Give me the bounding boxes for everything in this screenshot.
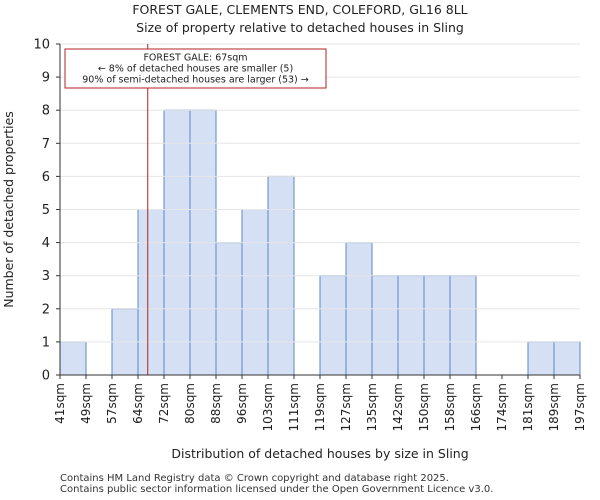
x-tick-label: 135sqm [365, 383, 379, 431]
y-tick-label: 1 [42, 335, 50, 350]
x-tick-label: 80sqm [183, 383, 197, 424]
x-tick-label: 197sqm [573, 383, 587, 431]
x-tick-label: 174sqm [495, 383, 509, 431]
x-tick-label: 181sqm [521, 383, 535, 431]
x-tick-label: 142sqm [391, 383, 405, 431]
x-tick-label: 119sqm [313, 383, 327, 431]
x-tick-label: 111sqm [287, 383, 301, 431]
x-tick-label: 127sqm [339, 383, 353, 431]
y-axis-title: Number of detached properties [1, 111, 16, 308]
y-tick-label: 10 [33, 38, 50, 53]
x-tick-label: 49sqm [79, 383, 93, 424]
chart-subtitle: Size of property relative to detached ho… [136, 20, 464, 35]
y-tick-label: 8 [42, 104, 50, 119]
annotation-line: FOREST GALE: 67sqm [143, 53, 247, 64]
y-tick-label: 3 [42, 269, 50, 284]
x-tick-label: 57sqm [105, 383, 119, 424]
chart-title: FOREST GALE, CLEMENTS END, COLEFORD, GL1… [132, 2, 468, 17]
histogram-bar [59, 341, 87, 376]
y-tick-label: 2 [42, 302, 50, 317]
marker-group: FOREST GALE: 67sqm← 8% of detached house… [64, 44, 327, 375]
histogram-bar [319, 275, 347, 376]
annotation-line: ← 8% of detached houses are smaller (5) [98, 64, 293, 75]
x-axis-title: Distribution of detached houses by size … [171, 446, 468, 461]
y-tick-label: 9 [42, 71, 50, 86]
bars-group [59, 109, 581, 376]
histogram-bar [449, 275, 477, 376]
x-tick-label: 41sqm [53, 383, 67, 424]
histogram-bar [241, 209, 269, 376]
histogram-bar [527, 341, 555, 376]
labels-group: 0 1 2 3 4 5 6 7 8 9 10 41sqm 49sqm 57sqm 64sqm 72sqm 80s… [1, 38, 587, 462]
x-tick-label: 158sqm [443, 383, 457, 431]
histogram-bar [553, 341, 581, 376]
y-tick-label: 6 [42, 170, 50, 185]
histogram-bar [423, 275, 451, 376]
x-tick-label: 88sqm [209, 383, 223, 424]
footer-line-1: Contains HM Land Registry data © Crown c… [60, 473, 449, 484]
x-tick-label: 64sqm [131, 383, 145, 424]
x-tick-label: 96sqm [235, 383, 249, 424]
x-tick-label: 103sqm [261, 383, 275, 431]
histogram-bar [137, 209, 165, 376]
annotation-box [64, 48, 327, 89]
x-tick-label: 166sqm [469, 383, 483, 431]
y-tick-label: 7 [42, 137, 50, 152]
axes-group [56, 43, 581, 379]
x-tick-label: 150sqm [417, 383, 431, 431]
y-tick-label: 4 [42, 236, 50, 251]
y-tick-label: 0 [42, 369, 50, 384]
histogram-bar [397, 275, 425, 376]
x-tick-label: 72sqm [157, 383, 171, 424]
x-tick-label: 189sqm [547, 383, 561, 431]
annotation-line: 90% of semi-detached houses are larger (… [82, 75, 309, 86]
footer-line-2: Contains public sector information licen… [60, 484, 494, 495]
histogram-bar [371, 275, 399, 376]
y-tick-label: 5 [42, 203, 50, 218]
